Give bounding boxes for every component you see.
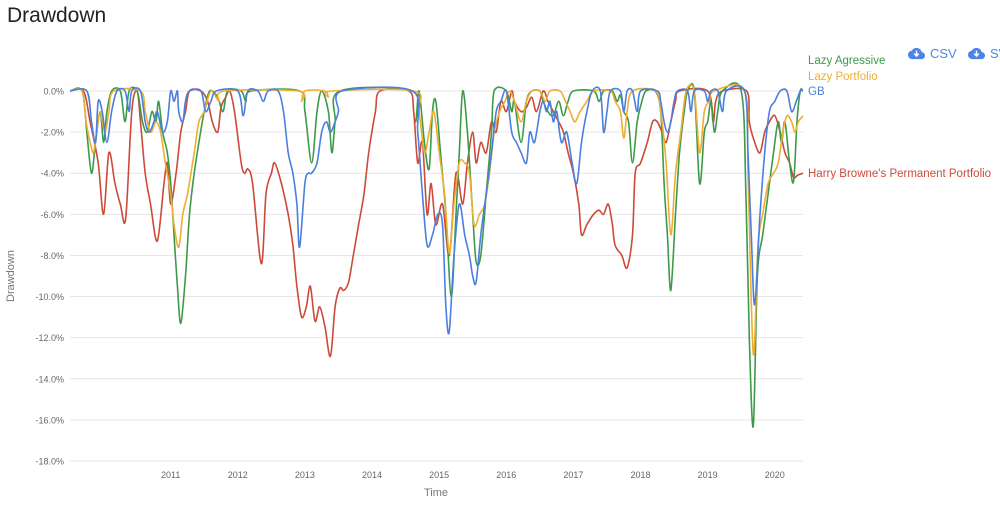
x-tick-label: 2015 bbox=[429, 470, 449, 480]
series-line-lazy-portfolio bbox=[69, 83, 804, 356]
x-tick-label: 2019 bbox=[698, 470, 718, 480]
y-tick-label: -2.0% bbox=[40, 128, 64, 138]
y-tick-label: -8.0% bbox=[40, 251, 64, 261]
x-tick-label: 2013 bbox=[295, 470, 315, 480]
y-tick-label: -14.0% bbox=[35, 374, 64, 384]
x-tick-label: 2020 bbox=[765, 470, 785, 480]
y-axis-label: Drawdown bbox=[5, 250, 17, 302]
x-tick-label: 2011 bbox=[161, 470, 180, 480]
x-tick-label: 2018 bbox=[631, 470, 651, 480]
y-axis-ticks: 0.0% -2.0% -4.0% -6.0% -8.0% -10.0% -12.0% -14.… bbox=[35, 87, 64, 467]
series-labels: Harry Browne's Permanent Portfolio Lazy A… bbox=[808, 55, 991, 180]
series-label: GB bbox=[808, 86, 825, 98]
cloud-download-icon bbox=[968, 47, 985, 60]
download-svg-button[interactable]: SV bbox=[968, 46, 1000, 61]
y-tick-label: -4.0% bbox=[40, 169, 64, 179]
x-tick-label: 2014 bbox=[362, 470, 382, 480]
cloud-download-icon bbox=[908, 47, 925, 60]
grid-lines bbox=[70, 90, 803, 462]
x-tick-label: 2017 bbox=[563, 470, 583, 480]
series-label: Lazy Portfolio bbox=[808, 71, 878, 83]
download-svg-label: SV bbox=[990, 46, 1000, 61]
series-lines bbox=[69, 82, 804, 428]
x-axis-label: Time bbox=[424, 487, 448, 499]
series-line-gb bbox=[69, 84, 804, 335]
y-tick-label: 0.0% bbox=[43, 87, 64, 97]
y-tick-label: -6.0% bbox=[40, 210, 64, 220]
y-tick-label: -12.0% bbox=[35, 333, 64, 343]
y-tick-label: -18.0% bbox=[35, 457, 64, 467]
series-label: Lazy Agressive bbox=[808, 55, 885, 67]
y-tick-label: -10.0% bbox=[35, 292, 64, 302]
x-tick-label: 2012 bbox=[228, 470, 248, 480]
download-csv-label: CSV bbox=[930, 46, 957, 61]
series-label: Harry Browne's Permanent Portfolio bbox=[808, 168, 991, 180]
x-tick-label: 2016 bbox=[496, 470, 516, 480]
x-axis-ticks: 2011 2012 2013 2014 2015 2016 2017 2018 2019 2020 bbox=[161, 470, 785, 480]
page-title: Drawdown bbox=[7, 4, 107, 27]
download-csv-button[interactable]: CSV bbox=[908, 46, 957, 61]
y-tick-label: -16.0% bbox=[35, 415, 64, 425]
